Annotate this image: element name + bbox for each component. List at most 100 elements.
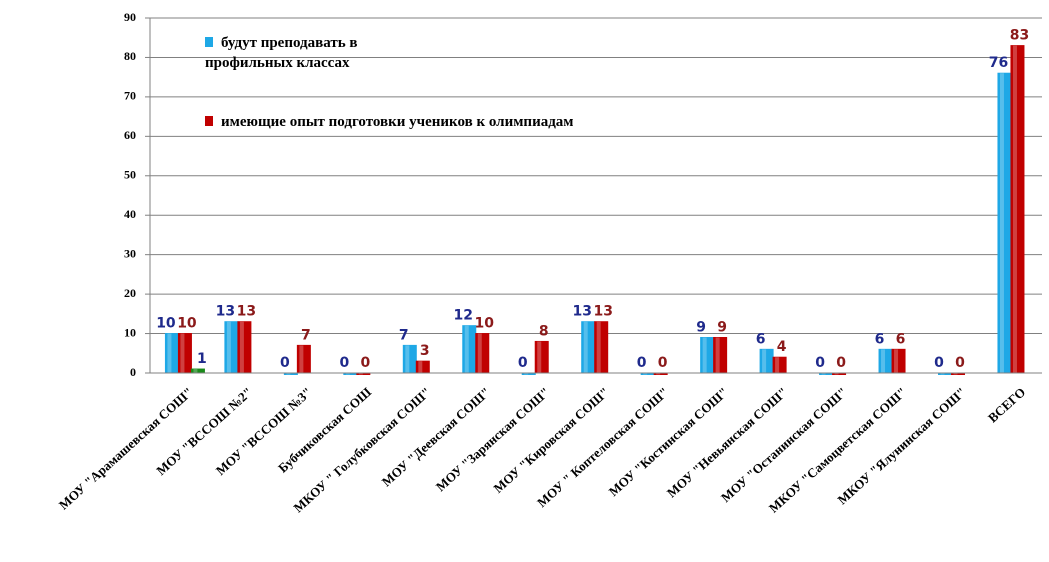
bar [402,344,417,374]
data-label: 0 [360,355,370,371]
data-label: 0 [339,355,349,371]
y-tick-label: 90 [124,10,136,24]
data-label: 0 [280,355,290,371]
y-tick-label: 70 [124,89,136,103]
data-label: 1 [197,351,207,367]
bar-highlight [999,73,1004,373]
bar-highlight [715,337,720,373]
bar-highlight [345,373,350,375]
y-tick-label: 0 [130,365,136,379]
bar [475,333,490,374]
x-tick-label: МОУ "Невьянская СОШ" [664,384,791,500]
bar [224,321,239,374]
bar-highlight [953,373,958,375]
bar [594,321,609,374]
bar [534,340,549,374]
data-label: 9 [717,320,727,336]
bar [713,337,728,374]
bar-highlight [239,321,244,373]
legend-swatch [205,116,213,126]
x-tick-label: МОУ "Зарянская СОШ" [433,384,553,494]
data-label: 4 [777,339,787,355]
bar-highlight [702,337,707,373]
data-label: 6 [875,331,885,347]
data-label: 0 [815,355,825,371]
data-label: 3 [420,343,430,359]
y-tick-label: 50 [124,168,136,182]
y-tick-label: 60 [124,128,136,142]
data-label: 0 [637,355,647,371]
data-label: 76 [989,55,1008,71]
bar [415,360,430,374]
bar [177,333,192,374]
x-tick-label: МОУ "Деевская СОШ" [379,384,493,489]
bar-highlight [834,373,839,375]
data-label: 13 [216,304,235,320]
bar-highlight [167,333,172,373]
bar-highlight [643,373,648,375]
bar [1010,45,1025,374]
x-tick-label: МКОУ "Ялунинская СОШ" [834,384,968,507]
bar [772,356,787,374]
bar-highlight [821,373,826,375]
bar-highlight [656,373,661,375]
bar-highlight [286,373,291,375]
data-label: 9 [696,320,706,336]
y-tick-label: 40 [124,207,136,221]
bar [296,344,311,374]
bar-highlight [940,373,945,375]
bar [237,321,252,374]
bar-highlight [596,321,601,373]
data-label: 13 [572,304,591,320]
bar [462,325,477,374]
data-label: 7 [399,327,409,343]
bar [891,348,906,374]
data-label: 6 [756,331,766,347]
data-label: 10 [156,316,176,332]
bar [164,333,179,374]
bar-highlight [1012,45,1017,373]
data-label: 6 [896,331,906,347]
bar [700,337,715,374]
bar-highlight [418,361,423,373]
bar [759,348,774,374]
y-tick-label: 30 [124,246,136,260]
data-label: 0 [518,355,528,371]
y-tick-label: 20 [124,286,136,300]
bar-highlight [358,373,363,375]
x-tick-label: МОУ "Костинская СОШ" [606,384,731,499]
bar-highlight [762,349,767,373]
bar-highlight [524,373,529,375]
data-label: 13 [593,304,612,320]
legend-label: имеющие опыт подготовки учеников к олимп… [221,114,574,130]
data-label: 83 [1010,28,1029,44]
data-label: 0 [955,355,965,371]
bar-highlight [299,345,304,373]
legend-entry: имеющие опыт подготовки учеников к олимп… [205,112,595,132]
bar-highlight [775,357,780,373]
bar-highlight [464,325,469,373]
data-label: 10 [475,316,495,332]
data-label: 12 [454,308,473,324]
bar [878,348,893,374]
legend-label: будут преподавать в профильных классах [205,35,358,71]
bar-highlight [881,349,886,373]
bar-highlight [193,369,198,373]
data-label: 8 [539,323,549,339]
x-tick-label: ВСЕГО [985,384,1028,425]
data-label: 0 [658,355,668,371]
y-tick-label: 10 [124,325,136,339]
bar-highlight [405,345,410,373]
data-label: 7 [301,327,311,343]
bar-highlight [477,333,482,373]
bar-highlight [180,333,185,373]
data-label: 0 [934,355,944,371]
bar-highlight [894,349,899,373]
bar [997,72,1012,374]
legend-swatch [205,37,213,47]
data-label: 0 [836,355,846,371]
data-label: 10 [177,316,197,332]
bar-highlight [226,321,231,373]
